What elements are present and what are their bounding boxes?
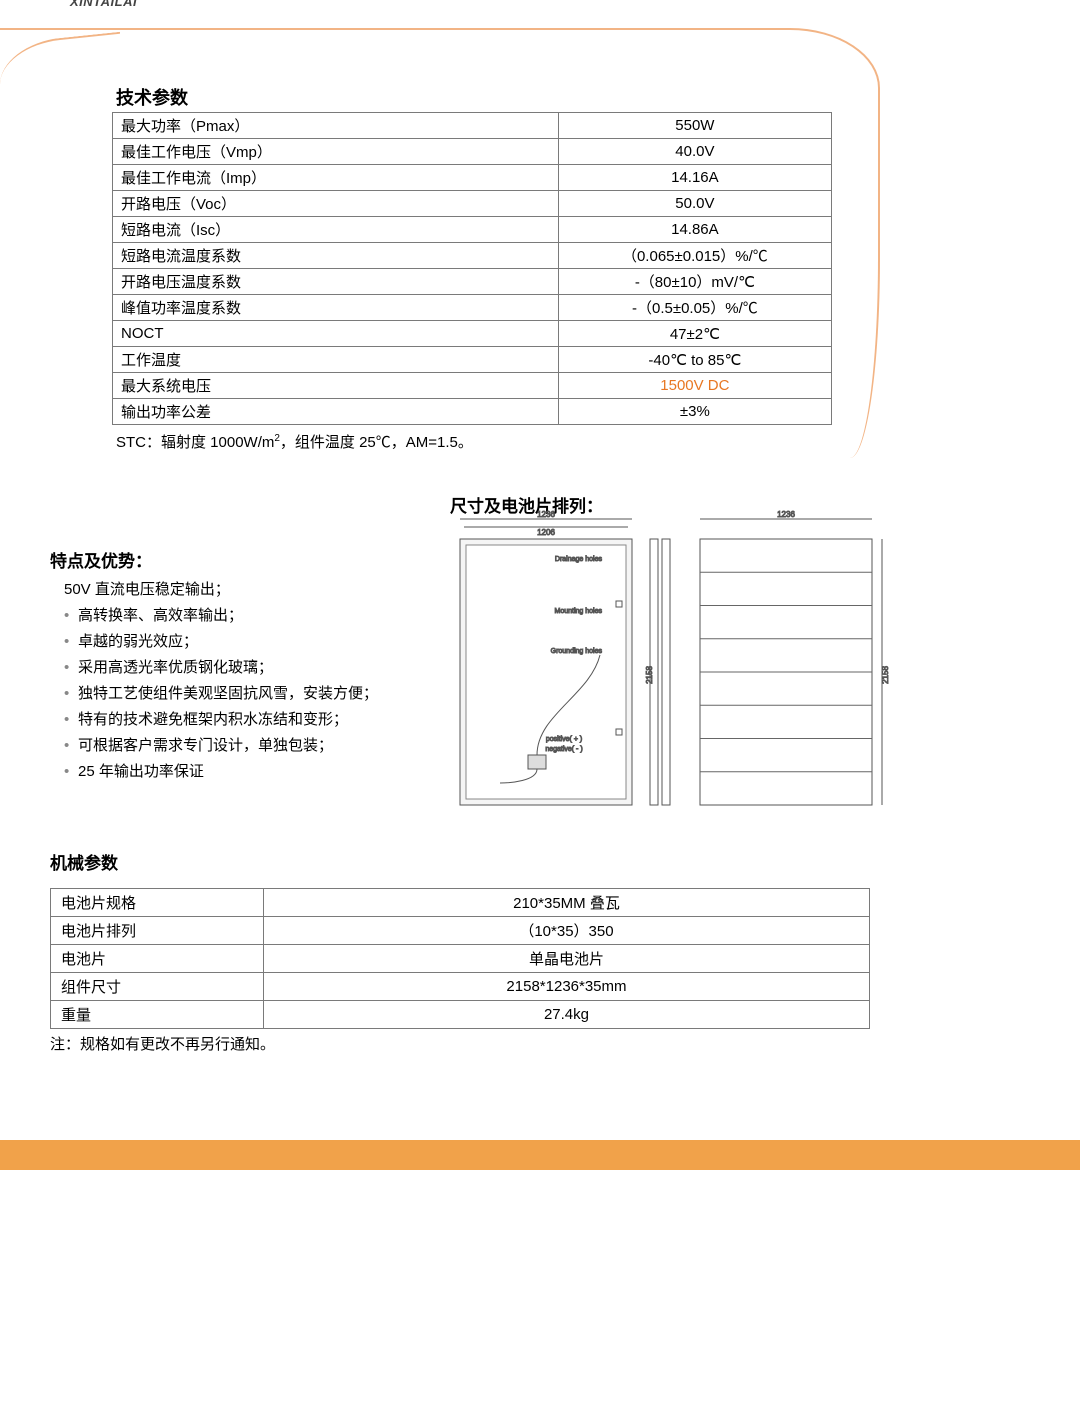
positive-label: positive( + ) bbox=[546, 736, 582, 743]
mech-row-value: 2158*1236*35mm bbox=[263, 973, 869, 1001]
mech-row-label: 电池片规格 bbox=[51, 889, 264, 917]
spec-row: 最大系统电压1500V DC bbox=[113, 373, 832, 399]
mechanical-table: 电池片规格210*35MM 叠瓦电池片排列（10*35）350电池片单晶电池片组… bbox=[50, 888, 870, 1029]
features-lead: 50V 直流电压稳定输出； bbox=[50, 578, 420, 599]
dimensions-diagram: 1236 1206 Drainage holes Mounting holes … bbox=[440, 505, 900, 825]
mounting-label: Mounting holes bbox=[555, 608, 603, 615]
spec-row: 最佳工作电流（Imp）14.16A bbox=[113, 165, 832, 191]
feature-item: 采用高透光率优质钢化玻璃； bbox=[64, 655, 420, 681]
spec-row-value: ±3% bbox=[558, 399, 831, 425]
mech-row-value: 单晶电池片 bbox=[263, 945, 869, 973]
spec-section: 技术参数 最大功率（Pmax）550W最佳工作电压（Vmp）40.0V最佳工作电… bbox=[112, 82, 832, 452]
spec-row-label: 工作温度 bbox=[113, 347, 559, 373]
spec-row-label: 峰值功率温度系数 bbox=[113, 295, 559, 321]
feature-item: 25 年输出功率保证 bbox=[64, 759, 420, 785]
mech-row: 电池片单晶电池片 bbox=[51, 945, 870, 973]
spec-row-label: 最佳工作电流（Imp） bbox=[113, 165, 559, 191]
mech-row-label: 重量 bbox=[51, 1001, 264, 1029]
spec-row-label: 短路电流（Isc） bbox=[113, 217, 559, 243]
negative-label: negative( - ) bbox=[545, 746, 582, 753]
footer-band bbox=[0, 1140, 1080, 1170]
mech-row-label: 电池片 bbox=[51, 945, 264, 973]
spec-row: 开路电压温度系数-（80±10）mV/℃ bbox=[113, 269, 832, 295]
brand-header: XINTAILAI bbox=[50, 0, 1030, 20]
spec-row-value: 50.0V bbox=[558, 191, 831, 217]
spec-row-value: -（0.5±0.05）%/℃ bbox=[558, 295, 831, 321]
mech-row-value: （10*35）350 bbox=[263, 917, 869, 945]
features-section: 特点及优势： 50V 直流电压稳定输出； 高转换率、高效率输出；卓越的弱光效应；… bbox=[50, 547, 420, 825]
spec-table: 最大功率（Pmax）550W最佳工作电压（Vmp）40.0V最佳工作电流（Imp… bbox=[112, 112, 832, 425]
mech-row-value: 210*35MM 叠瓦 bbox=[263, 889, 869, 917]
drainage-label: Drainage holes bbox=[555, 556, 603, 563]
spec-row-label: 开路电压温度系数 bbox=[113, 269, 559, 295]
dim-side-height: 2158 bbox=[645, 666, 654, 684]
stc-note-suffix: ，组件温度 25℃，AM=1.5。 bbox=[280, 434, 473, 451]
spec-row-label: 最大功率（Pmax） bbox=[113, 113, 559, 139]
spec-row-value: 47±2℃ bbox=[558, 321, 831, 347]
spec-row-value: 40.0V bbox=[558, 139, 831, 165]
spec-row-value: （0.065±0.015）%/℃ bbox=[558, 243, 831, 269]
feature-item: 特有的技术避免框架内积水冻结和变形； bbox=[64, 707, 420, 733]
mechanical-title: 机械参数 bbox=[50, 849, 1030, 874]
spec-row: 短路电流（Isc）14.86A bbox=[113, 217, 832, 243]
mechanical-section: 机械参数 电池片规格210*35MM 叠瓦电池片排列（10*35）350电池片单… bbox=[50, 849, 1030, 1054]
features-list: 高转换率、高效率输出；卓越的弱光效应；采用高透光率优质钢化玻璃；独特工艺使组件美… bbox=[50, 603, 420, 785]
spec-row: 最佳工作电压（Vmp）40.0V bbox=[113, 139, 832, 165]
dim-front-width-top: 1236 bbox=[537, 510, 555, 519]
brand-name: XINTAILAI bbox=[70, 0, 137, 9]
spec-row-value: 14.86A bbox=[558, 217, 831, 243]
spec-row: 峰值功率温度系数-（0.5±0.05）%/℃ bbox=[113, 295, 832, 321]
mech-row-label: 电池片排列 bbox=[51, 917, 264, 945]
spec-row: NOCT47±2℃ bbox=[113, 321, 832, 347]
mech-row: 重量27.4kg bbox=[51, 1001, 870, 1029]
spec-row: 工作温度-40℃ to 85℃ bbox=[113, 347, 832, 373]
spec-row-value: 1500V DC bbox=[558, 373, 831, 399]
spec-row-label: 短路电流温度系数 bbox=[113, 243, 559, 269]
mech-row: 电池片规格210*35MM 叠瓦 bbox=[51, 889, 870, 917]
dim-front-width-bottom: 1206 bbox=[537, 528, 555, 537]
spec-row: 短路电流温度系数（0.065±0.015）%/℃ bbox=[113, 243, 832, 269]
spec-row-value: -40℃ to 85℃ bbox=[558, 347, 831, 373]
dim-back-width: 1236 bbox=[777, 510, 795, 519]
spec-row: 最大功率（Pmax）550W bbox=[113, 113, 832, 139]
spec-row: 开路电压（Voc）50.0V bbox=[113, 191, 832, 217]
feature-item: 独特工艺使组件美观坚固抗风雪，安装方便； bbox=[64, 681, 420, 707]
spec-row: 输出功率公差±3% bbox=[113, 399, 832, 425]
feature-item: 可根据客户需求专门设计，单独包装； bbox=[64, 733, 420, 759]
spec-row-value: 14.16A bbox=[558, 165, 831, 191]
mech-row-value: 27.4kg bbox=[263, 1001, 869, 1029]
mech-row: 组件尺寸2158*1236*35mm bbox=[51, 973, 870, 1001]
spec-row-label: NOCT bbox=[113, 321, 559, 347]
spec-title: 技术参数 bbox=[112, 82, 832, 112]
spec-row-label: 最佳工作电压（Vmp） bbox=[113, 139, 559, 165]
stc-note: STC：辐射度 1000W/m2，组件温度 25℃，AM=1.5。 bbox=[112, 425, 832, 452]
spec-row-value: 550W bbox=[558, 113, 831, 139]
stc-note-prefix: STC：辐射度 1000W/m bbox=[116, 434, 274, 451]
grounding-label: Grounding holes bbox=[551, 648, 603, 655]
mech-row: 电池片排列（10*35）350 bbox=[51, 917, 870, 945]
mechanical-note: 注：规格如有更改不再另行通知。 bbox=[50, 1029, 1030, 1054]
spec-row-value: -（80±10）mV/℃ bbox=[558, 269, 831, 295]
mech-row-label: 组件尺寸 bbox=[51, 973, 264, 1001]
features-title: 特点及优势： bbox=[50, 547, 420, 572]
dim-back-height: 2158 bbox=[881, 666, 890, 684]
spec-row-label: 输出功率公差 bbox=[113, 399, 559, 425]
feature-item: 卓越的弱光效应； bbox=[64, 629, 420, 655]
spec-row-label: 开路电压（Voc） bbox=[113, 191, 559, 217]
spec-row-label: 最大系统电压 bbox=[113, 373, 559, 399]
feature-item: 高转换率、高效率输出； bbox=[64, 603, 420, 629]
decorative-curve-frame-left bbox=[0, 32, 120, 105]
